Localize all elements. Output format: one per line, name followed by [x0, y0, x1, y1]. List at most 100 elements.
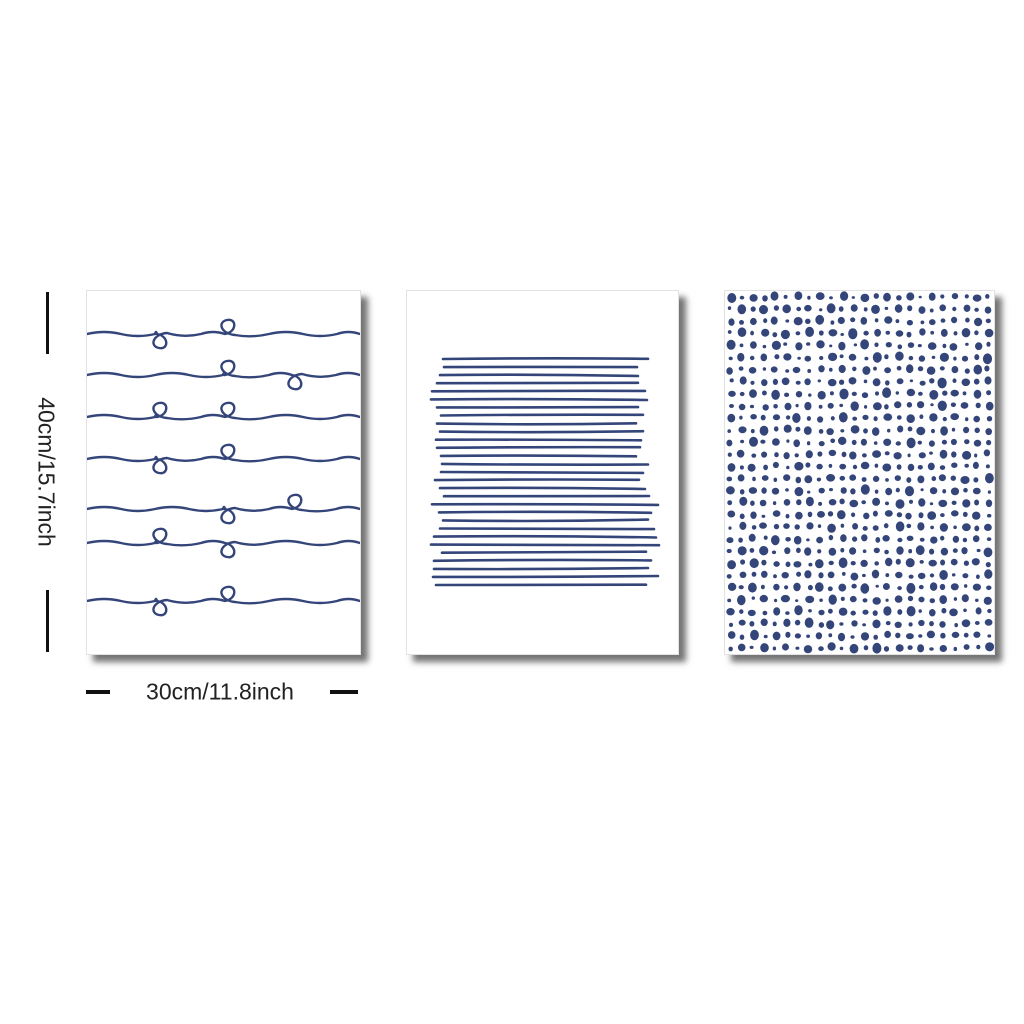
- pattern-dot: [761, 514, 766, 518]
- pattern-dot: [763, 464, 768, 471]
- pattern-dot: [941, 439, 947, 445]
- pattern-dot: [883, 606, 892, 616]
- pattern-dot: [896, 378, 904, 385]
- pattern-dot: [748, 367, 757, 374]
- pattern-dot: [761, 570, 768, 578]
- pattern-dot: [770, 291, 779, 301]
- pattern-dot: [951, 316, 958, 324]
- pattern-dot: [815, 582, 824, 592]
- pattern-dot: [964, 439, 970, 445]
- pattern-dot: [760, 584, 765, 590]
- pattern-dot: [926, 630, 935, 639]
- pattern-dot: [726, 548, 732, 554]
- pattern-dot: [749, 621, 755, 627]
- pattern-dot: [984, 328, 994, 338]
- pattern-dot: [908, 355, 914, 361]
- pattern-dot: [749, 404, 755, 409]
- pattern-dot: [750, 306, 756, 312]
- pattern-dot: [749, 355, 755, 361]
- pattern-dot: [761, 487, 767, 494]
- pattern-dot: [929, 598, 935, 604]
- pattern-dot: [929, 582, 938, 591]
- pattern-dot: [917, 440, 922, 445]
- pattern-dot: [780, 329, 790, 340]
- pattern-dot: [883, 646, 890, 652]
- pattern-dot: [963, 632, 969, 638]
- pattern-dot: [939, 304, 946, 312]
- pattern-dot: [872, 597, 881, 605]
- pattern-dot: [906, 535, 914, 541]
- stripe-line: [439, 454, 638, 458]
- pattern-dot: [795, 331, 801, 336]
- pattern-dot: [739, 521, 747, 530]
- pattern-dot: [774, 598, 778, 603]
- pattern-dot: [905, 558, 915, 568]
- pattern-dot: [840, 534, 847, 542]
- pattern-dot: [830, 416, 835, 421]
- pattern-dot: [908, 622, 913, 627]
- pattern-dot: [962, 499, 971, 508]
- pattern-dot: [818, 429, 824, 434]
- pattern-dot: [919, 414, 924, 419]
- pattern-dot: [974, 354, 980, 361]
- pattern-dot: [920, 488, 924, 492]
- width-dimension-label: 30cm/11.8inch: [146, 678, 294, 705]
- pattern-dot: [839, 388, 849, 400]
- pattern-dot: [772, 461, 779, 469]
- pattern-dot: [917, 522, 925, 531]
- pattern-dot: [805, 595, 815, 604]
- pattern-dot: [862, 609, 869, 615]
- pattern-dot: [917, 644, 925, 653]
- pattern-dot: [894, 595, 903, 603]
- pattern-dot: [828, 329, 838, 337]
- pattern-dot: [929, 451, 933, 455]
- stripe-line: [432, 534, 658, 539]
- pattern-dot: [951, 427, 956, 432]
- pattern-dot: [860, 559, 868, 567]
- pattern-dot: [985, 294, 990, 299]
- pattern-dot: [737, 327, 747, 337]
- pattern-dot: [818, 330, 824, 336]
- pattern-dot: [751, 453, 757, 458]
- stripe-line: [437, 510, 653, 515]
- pattern-dot: [887, 428, 891, 433]
- pattern-dot: [772, 501, 777, 506]
- pattern-dot: [850, 561, 856, 566]
- pattern-dot: [750, 341, 757, 349]
- pattern-dot: [727, 598, 732, 603]
- pattern-dot: [818, 365, 825, 373]
- pattern-dot: [860, 339, 869, 350]
- pattern-dot: [739, 571, 747, 578]
- pattern-dot: [803, 426, 812, 435]
- pattern-dot: [830, 438, 836, 444]
- pattern-dot: [963, 560, 969, 566]
- curly-lines-art: [87, 318, 360, 617]
- pattern-dot: [873, 402, 882, 411]
- pattern-dot: [984, 376, 992, 385]
- pattern-dot: [987, 608, 992, 614]
- pattern-dot: [875, 537, 881, 543]
- pattern-dot: [907, 305, 913, 312]
- pattern-dot: [908, 549, 913, 554]
- pattern-dot: [829, 367, 833, 372]
- pattern-dot: [939, 595, 947, 605]
- pattern-dot: [780, 594, 790, 603]
- pattern-dot: [749, 436, 758, 447]
- pattern-dot: [793, 317, 803, 326]
- pattern-dot: [942, 416, 947, 422]
- pattern-dot: [907, 453, 911, 458]
- pattern-dot: [973, 378, 980, 385]
- pattern-dot: [862, 366, 871, 375]
- pattern-dot: [895, 499, 905, 509]
- pattern-dot: [962, 450, 972, 460]
- pattern-dot: [918, 619, 925, 627]
- pattern-dot: [874, 463, 879, 468]
- pattern-dot: [762, 344, 767, 349]
- stripe-line: [440, 550, 648, 554]
- pattern-dot: [905, 512, 912, 520]
- pattern-dot: [727, 560, 736, 570]
- pattern-dot: [795, 426, 801, 432]
- pattern-dot: [815, 314, 825, 325]
- pattern-dot: [918, 452, 926, 459]
- pattern-dot: [826, 474, 836, 482]
